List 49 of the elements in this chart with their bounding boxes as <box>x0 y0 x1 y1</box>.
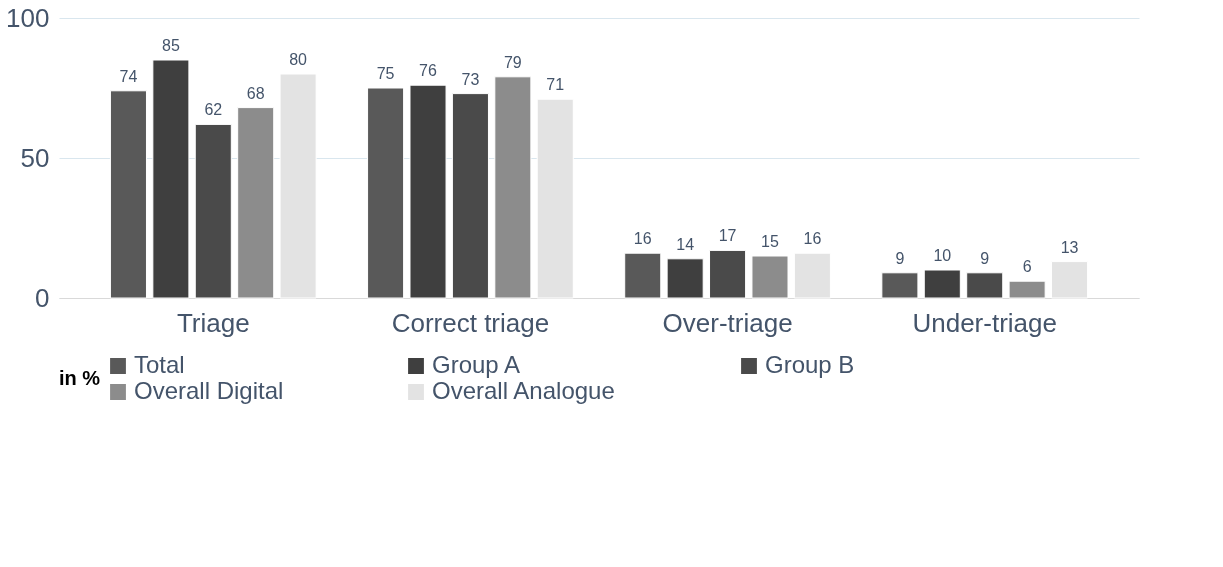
bar <box>109 90 147 299</box>
bar <box>237 107 275 299</box>
bar <box>709 249 747 299</box>
data-label: 13 <box>1060 238 1079 256</box>
data-label: 10 <box>933 247 952 264</box>
legend-label: Group A <box>432 351 521 378</box>
data-label: 16 <box>803 230 822 248</box>
bar <box>194 123 232 299</box>
data-label: 71 <box>546 76 565 94</box>
legend-label: Overall Digital <box>134 377 284 404</box>
y-tick-label: 100 <box>6 2 50 33</box>
legend-label: Overall Analogue <box>432 377 615 404</box>
bar <box>367 87 405 299</box>
y-tick-label: 0 <box>35 282 50 313</box>
bar <box>451 93 489 299</box>
x-tick-label: Over-triage <box>662 307 793 338</box>
data-label: 9 <box>895 249 905 267</box>
data-label: 80 <box>289 51 308 68</box>
legend-title: in % <box>59 367 101 389</box>
data-label: 9 <box>980 249 990 267</box>
data-label: 16 <box>633 230 652 248</box>
bar <box>409 84 447 299</box>
data-label: 15 <box>761 233 779 250</box>
data-label: 62 <box>204 101 223 119</box>
x-tick-label: Under-triage <box>912 307 1057 338</box>
legend-label: Total <box>134 351 185 378</box>
bar <box>923 269 961 299</box>
x-tick-label: Triage <box>176 307 250 338</box>
data-label: 85 <box>161 37 180 54</box>
bar <box>494 76 532 299</box>
bar <box>881 272 919 299</box>
data-label: 73 <box>461 70 480 88</box>
data-label: 75 <box>376 65 395 82</box>
bar <box>966 272 1004 299</box>
data-label: 76 <box>419 62 438 80</box>
data-label: 6 <box>1022 258 1032 276</box>
x-tick-label: Correct triage <box>391 307 550 338</box>
bar <box>751 255 789 299</box>
bar <box>1008 280 1046 299</box>
bar <box>152 59 190 299</box>
data-label: 17 <box>718 227 737 245</box>
data-label: 68 <box>246 84 265 102</box>
data-label: 74 <box>119 67 138 85</box>
bar <box>666 258 704 299</box>
y-tick-label: 50 <box>20 142 50 173</box>
data-label: 79 <box>503 53 522 71</box>
bar <box>624 252 662 299</box>
legend-label: Group B <box>765 351 855 378</box>
data-label: 14 <box>676 235 695 253</box>
